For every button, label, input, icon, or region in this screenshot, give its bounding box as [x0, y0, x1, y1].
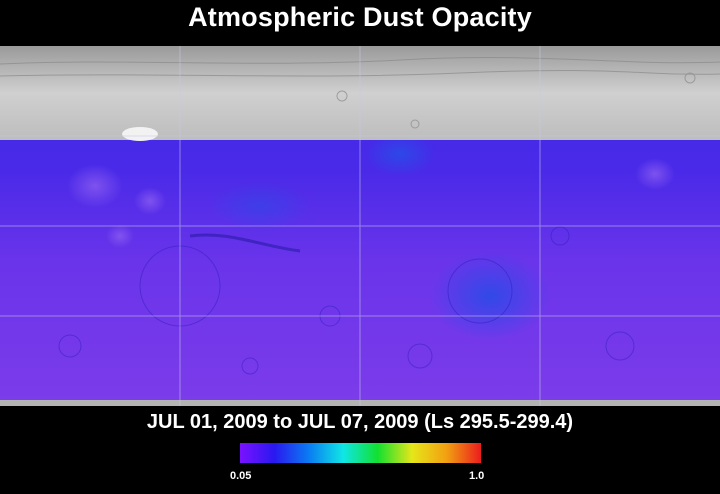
volcano [134, 187, 166, 215]
colorbar [240, 443, 481, 463]
colorbar-min-label: 0.05 [230, 470, 252, 482]
elysium-volcano [635, 158, 675, 190]
northern-blue-region [365, 132, 435, 176]
graticule [0, 46, 720, 406]
map-title: Atmospheric Dust Opacity [188, 2, 532, 32]
hellas-basin-region [430, 251, 550, 341]
tharsis-volcano [67, 164, 123, 208]
mars-opacity-map [0, 46, 720, 406]
polar-cap-texture [0, 56, 720, 129]
canyon-line [189, 233, 301, 253]
volcano [106, 224, 134, 248]
polar-highlight [122, 127, 158, 141]
date-range: JUL 01, 2009 to JUL 07, 2009 (Ls 295.5-2… [146, 411, 574, 433]
valles-region [210, 181, 310, 231]
colorbar-max-label: 1.0 [469, 470, 485, 482]
